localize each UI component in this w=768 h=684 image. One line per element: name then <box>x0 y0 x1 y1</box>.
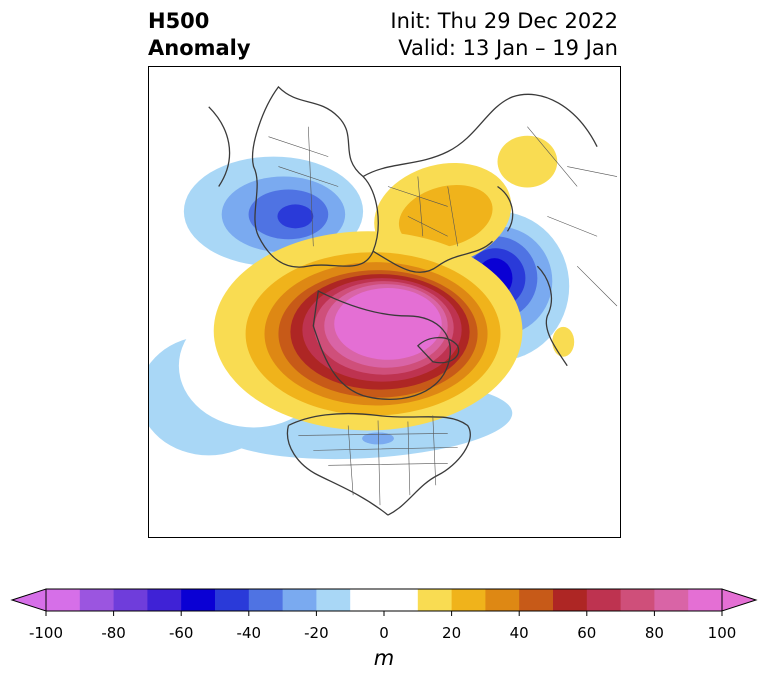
colorbar-tick-label: -100 <box>28 624 64 642</box>
colorbar-tick-label: 0 <box>379 624 389 642</box>
colorbar-tick-label: 80 <box>644 624 664 642</box>
colorbar-segment <box>46 589 81 611</box>
colorbar-segment <box>451 589 486 611</box>
anomaly-asia-pos <box>497 135 558 188</box>
borders <box>268 126 618 506</box>
map-title: H500 Anomaly <box>148 8 251 62</box>
colorbar-tick-label: -80 <box>101 624 126 642</box>
colorbar-segment <box>215 589 250 611</box>
colorbar-segment <box>248 589 284 611</box>
colorbar-segment <box>79 589 115 611</box>
init-date: Init: Thu 29 Dec 2022 <box>390 9 618 33</box>
anomaly-siberia-core <box>277 204 314 229</box>
forecast-dates: Init: Thu 29 Dec 2022 Valid: 13 Jan – 19… <box>390 8 618 62</box>
colorbar-extend-high <box>721 588 758 612</box>
colorbar-tick-label: -20 <box>304 624 329 642</box>
colorbar-unit: m <box>373 646 395 670</box>
title-type: Anomaly <box>148 36 251 60</box>
colorbar-segment <box>553 589 588 611</box>
colorbar-segment <box>384 589 419 611</box>
anomaly-us-small-low <box>362 432 394 445</box>
colorbar-tick-label: -60 <box>168 624 194 642</box>
colorbar-extend-low <box>10 588 47 612</box>
valid-range: Valid: 13 Jan – 19 Jan <box>398 36 618 60</box>
colorbar-segment <box>620 589 655 611</box>
colorbar-segment <box>282 589 317 611</box>
colorbar-segment <box>147 589 182 611</box>
colorbar-segment <box>654 589 689 611</box>
title-field: H500 <box>148 9 210 33</box>
coastlines <box>208 85 598 516</box>
colorbar <box>10 588 758 616</box>
anomaly-map <box>148 66 621 538</box>
anomaly-pacific-pos <box>552 326 575 357</box>
anomaly-fills <box>149 135 575 460</box>
colorbar-tick-label: 20 <box>442 624 462 642</box>
colorbar-tick-label: -40 <box>236 624 262 642</box>
colorbar-segment <box>485 589 520 611</box>
colorbar-tick-label: 60 <box>577 624 597 642</box>
colorbar-segment <box>519 589 554 611</box>
colorbar-segment <box>181 589 216 611</box>
colorbar-segment <box>688 589 723 611</box>
colorbar-segment <box>316 589 351 611</box>
anomaly-arctic-core <box>334 288 442 360</box>
colorbar-tick-label: 100 <box>707 624 737 642</box>
colorbar-tick-label: 40 <box>509 624 529 642</box>
colorbar-segment <box>113 589 148 611</box>
colorbar-segment <box>350 589 385 611</box>
colorbar-segment <box>417 589 453 611</box>
colorbar-segment <box>586 589 622 611</box>
